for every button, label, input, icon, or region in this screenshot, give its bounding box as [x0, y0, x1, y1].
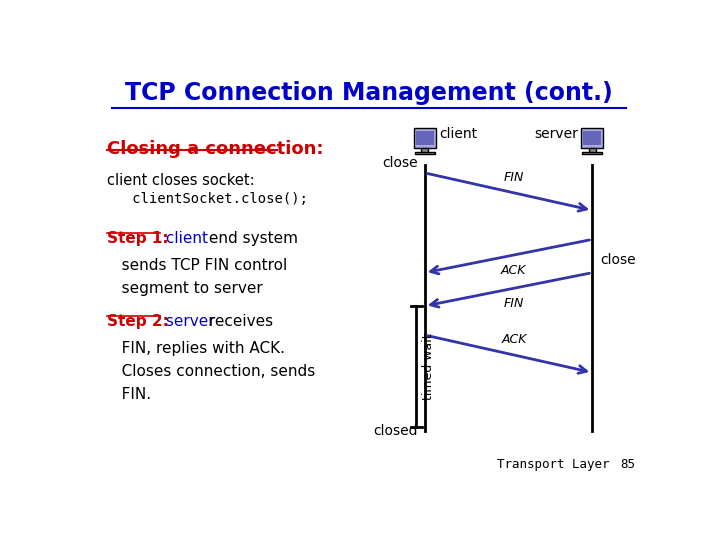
Text: TCP Connection Management (cont.): TCP Connection Management (cont.)	[125, 82, 613, 105]
Text: Transport Layer: Transport Layer	[498, 458, 610, 471]
FancyBboxPatch shape	[416, 131, 433, 145]
Text: close: close	[600, 253, 636, 267]
Text: server: server	[161, 314, 215, 329]
Text: Closes connection, sends: Closes connection, sends	[107, 364, 315, 379]
Text: clientSocket.close();: clientSocket.close();	[107, 192, 307, 206]
Text: client: client	[161, 231, 208, 246]
Text: ACK: ACK	[501, 333, 527, 346]
Text: sends TCP FIN control: sends TCP FIN control	[107, 258, 287, 273]
Text: receives: receives	[204, 314, 274, 329]
Text: Step 2:: Step 2:	[107, 314, 168, 329]
FancyBboxPatch shape	[582, 152, 602, 154]
FancyBboxPatch shape	[581, 127, 603, 147]
Text: Closing a connection:: Closing a connection:	[107, 140, 323, 158]
Text: FIN.: FIN.	[107, 387, 151, 402]
FancyBboxPatch shape	[413, 127, 436, 147]
FancyBboxPatch shape	[415, 152, 435, 154]
Text: end system: end system	[204, 231, 298, 246]
Text: segment to server: segment to server	[107, 281, 263, 296]
Text: Step 1:: Step 1:	[107, 231, 168, 246]
Text: server: server	[534, 127, 578, 141]
Text: FIN: FIN	[503, 297, 523, 310]
Text: timed wait: timed wait	[422, 333, 435, 400]
FancyBboxPatch shape	[421, 147, 428, 152]
Text: FIN: FIN	[504, 171, 524, 184]
Text: close: close	[382, 156, 418, 170]
Text: client closes socket:: client closes socket:	[107, 173, 254, 188]
FancyBboxPatch shape	[589, 147, 595, 152]
Text: ACK: ACK	[501, 264, 526, 276]
Text: 85: 85	[620, 458, 635, 471]
Text: client: client	[438, 127, 477, 141]
FancyBboxPatch shape	[583, 131, 601, 145]
Text: FIN, replies with ACK.: FIN, replies with ACK.	[107, 341, 284, 356]
Text: closed: closed	[374, 424, 418, 438]
